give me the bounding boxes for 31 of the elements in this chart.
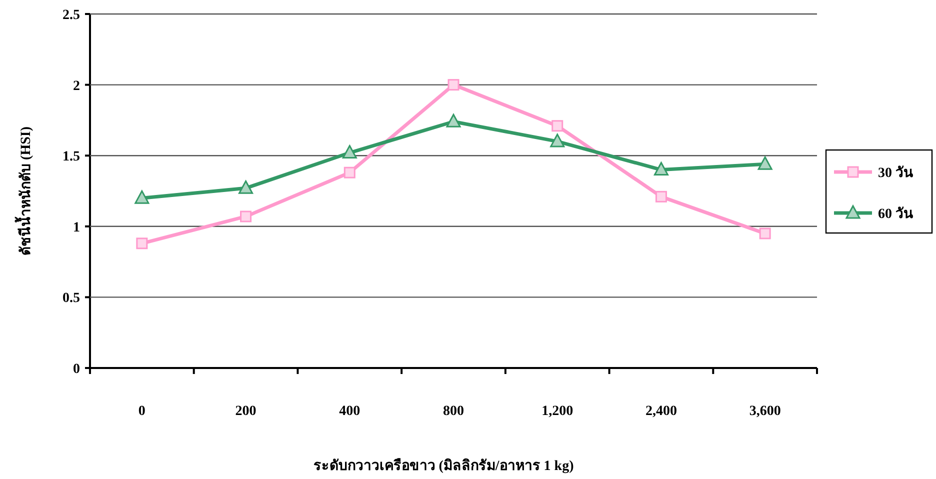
x-tick-label: 2,400 (645, 404, 677, 419)
y-tick-label: 0.5 (62, 291, 80, 306)
y-tick-label: 0 (73, 362, 80, 377)
point (446, 114, 461, 128)
y-tick-label: 2 (73, 78, 80, 94)
point (344, 166, 356, 178)
point (758, 156, 772, 170)
y-axis-title: ดัชนีน้ำหนักตับ (HSI) (14, 126, 34, 256)
y-tick-label: 1 (73, 220, 80, 236)
x-tick-label: 0 (138, 404, 146, 419)
point (759, 228, 771, 240)
point (238, 180, 254, 194)
point (134, 190, 150, 204)
x-tick-label: 800 (443, 404, 464, 419)
point (448, 79, 460, 91)
x-axis-title: ระดับกวาวเครือขาว (มิลลิกรัม/อาหาร 1 kg) (313, 458, 574, 474)
point (136, 238, 148, 250)
point (655, 190, 667, 202)
x-tick-label: 3,600 (749, 404, 781, 419)
x-tick-label: 400 (339, 404, 360, 419)
x-tick-label: 1,200 (542, 404, 574, 419)
legend-label: 60 วัน (878, 206, 914, 222)
point (342, 145, 357, 159)
x-tick-label: 200 (235, 404, 256, 419)
legend-label: 30 วัน (878, 165, 914, 181)
y-tick-label: 2.5 (62, 8, 80, 23)
point (552, 120, 564, 132)
point (654, 162, 668, 176)
y-tick-label: 1.5 (62, 150, 80, 165)
point (550, 134, 565, 148)
point (240, 210, 252, 222)
